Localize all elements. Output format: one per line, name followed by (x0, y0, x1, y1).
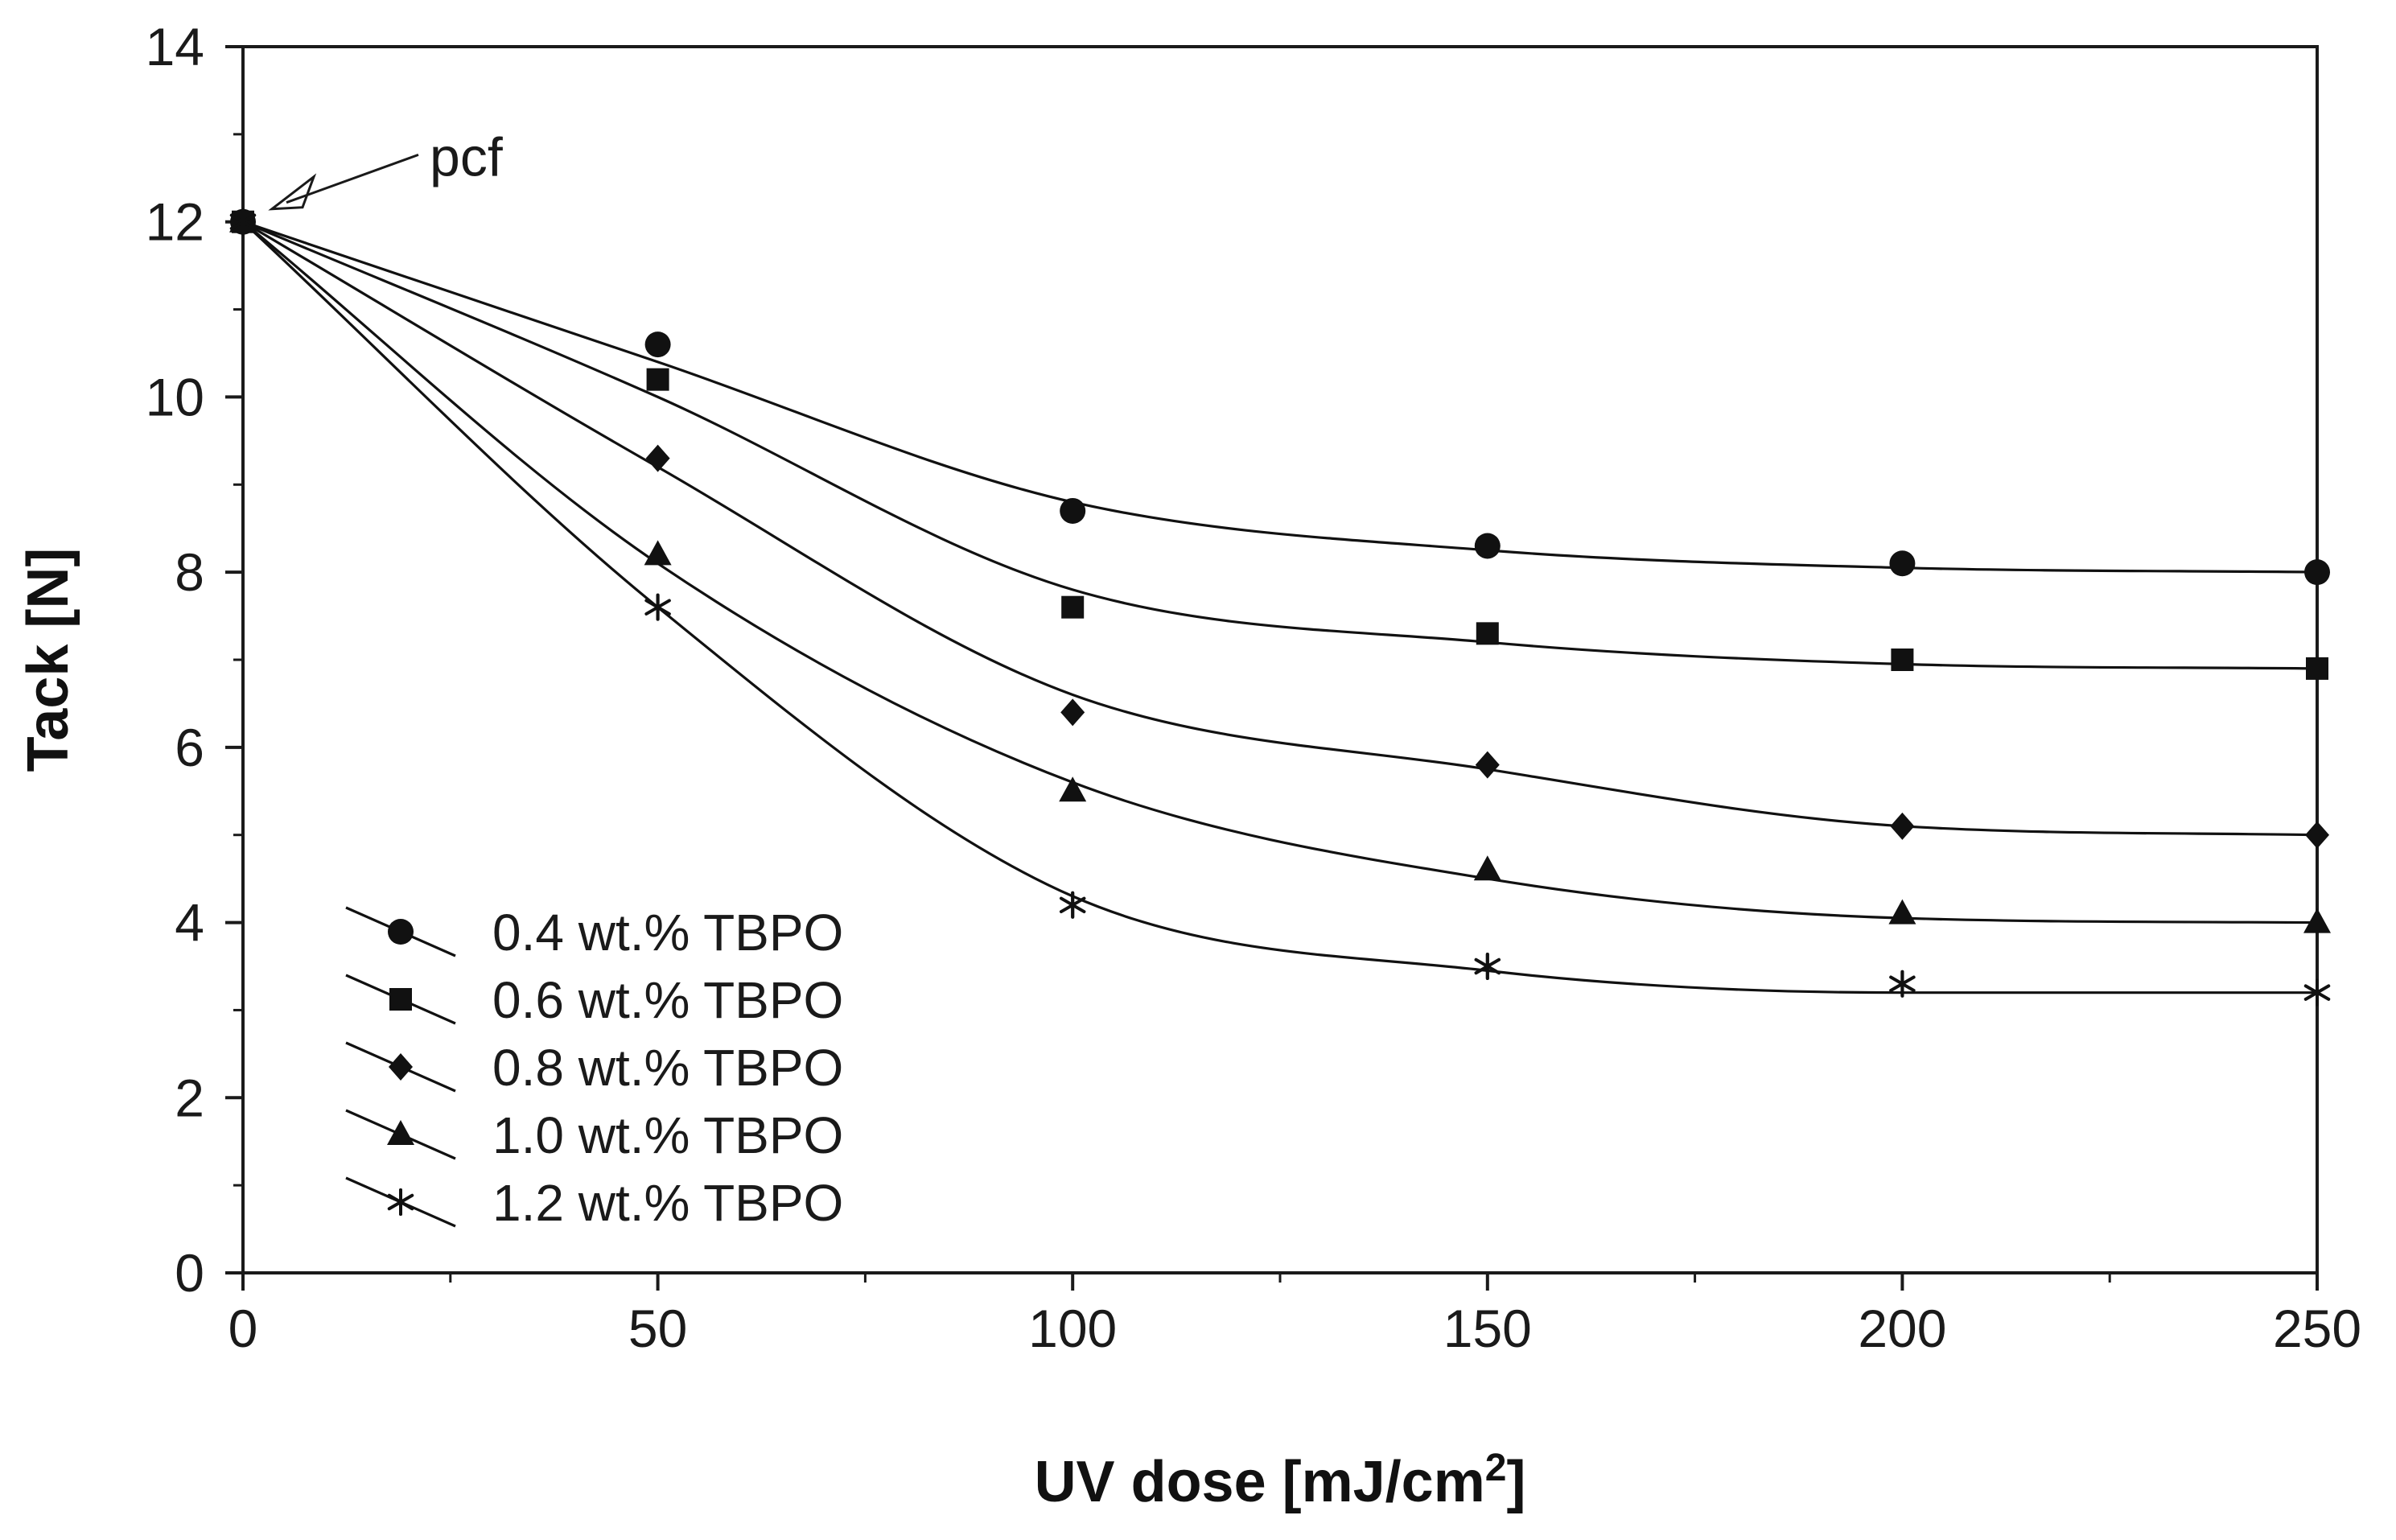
legend-label: 0.4 wt.% TBPO (492, 904, 843, 961)
x-axis-title-suffix: ] (1506, 1450, 1525, 1514)
data-point-series-5 (1889, 970, 1916, 998)
fit-line-series-5 (241, 220, 2317, 994)
x-tick-label: 0 (228, 1299, 258, 1358)
data-point-series-3 (1475, 751, 1500, 779)
legend-marker-circle-icon (388, 919, 414, 945)
y-tick-label: 14 (146, 17, 204, 76)
legend-marker-square-icon (389, 988, 412, 1011)
data-point-series-4 (644, 540, 672, 566)
pcf-arrow-head-icon (268, 173, 317, 211)
data-point-series-3 (2305, 821, 2329, 849)
legend-marker-diamond-icon (389, 1053, 413, 1081)
fit-line-series-4 (241, 220, 2318, 924)
data-point-series-5 (644, 593, 671, 621)
data-point-series-1 (2304, 559, 2330, 586)
axis-ticks: 0 50 100 150 200 250 0 2 4 6 8 10 12 14 (146, 17, 2361, 1358)
legend-marker-triangle-icon (387, 1120, 414, 1145)
fit-curves (241, 220, 2318, 994)
data-point-series-1 (1889, 550, 1916, 577)
x-tick-label: 200 (1858, 1299, 1946, 1358)
pcf-annotation: pcf (268, 126, 503, 211)
y-tick-label: 12 (146, 192, 204, 252)
y-tick-label: 4 (175, 893, 204, 953)
y-tick-label: 6 (175, 718, 204, 777)
x-tick-label: 50 (628, 1299, 687, 1358)
data-point-series-2 (1476, 622, 1499, 645)
x-axis-title-superscript: 2 (1485, 1447, 1507, 1489)
y-tick-label: 0 (175, 1243, 204, 1303)
x-tick-label: 150 (1443, 1299, 1532, 1358)
data-point-series-2 (646, 368, 669, 391)
data-point-series-4 (2303, 908, 2331, 933)
data-markers (229, 207, 2331, 1007)
data-point-series-3 (1060, 698, 1085, 727)
data-point-series-1 (1474, 533, 1501, 559)
x-axis-title: UV dose [mJ/cm2] (1035, 1447, 1526, 1514)
y-tick-label: 2 (175, 1068, 204, 1127)
fit-line-series-1 (242, 220, 2318, 574)
x-axis-title-main: UV dose [mJ/cm (1035, 1450, 1485, 1514)
legend: 0.4 wt.% TBPO 0.6 wt.% TBPO 0.8 wt.% TBPO 1… (345, 904, 843, 1232)
data-point-series-5 (1059, 891, 1086, 919)
x-tick-label: 100 (1028, 1299, 1117, 1358)
data-point-series-1 (644, 331, 671, 358)
data-point-series-5 (1474, 953, 1501, 980)
fit-line-series-2 (242, 220, 2318, 670)
data-point-series-5 (229, 208, 257, 236)
data-point-series-2 (2306, 657, 2328, 680)
legend-label: 0.6 wt.% TBPO (492, 971, 843, 1029)
data-point-series-3 (1890, 812, 1915, 840)
y-tick-label: 10 (146, 367, 204, 426)
x-tick-label: 250 (2273, 1299, 2361, 1358)
data-point-series-2 (1061, 595, 1085, 619)
data-point-series-4 (1059, 776, 1087, 802)
data-point-series-5 (2303, 978, 2331, 1007)
pcf-annotation-label: pcf (430, 126, 503, 187)
data-point-series-3 (645, 444, 670, 472)
legend-label: 1.2 wt.% TBPO (492, 1174, 843, 1232)
y-axis-title: Tack [N] (16, 548, 80, 772)
legend-marker-asterisk-icon (387, 1188, 414, 1216)
fit-line-series-3 (242, 220, 2318, 837)
data-point-series-2 (1891, 649, 1914, 671)
data-point-series-4 (1888, 899, 1916, 924)
data-point-series-4 (1473, 855, 1501, 881)
legend-label: 1.0 wt.% TBPO (492, 1106, 843, 1164)
data-point-series-1 (1060, 497, 1086, 524)
y-tick-label: 8 (175, 542, 204, 602)
legend-label: 0.8 wt.% TBPO (492, 1039, 843, 1097)
